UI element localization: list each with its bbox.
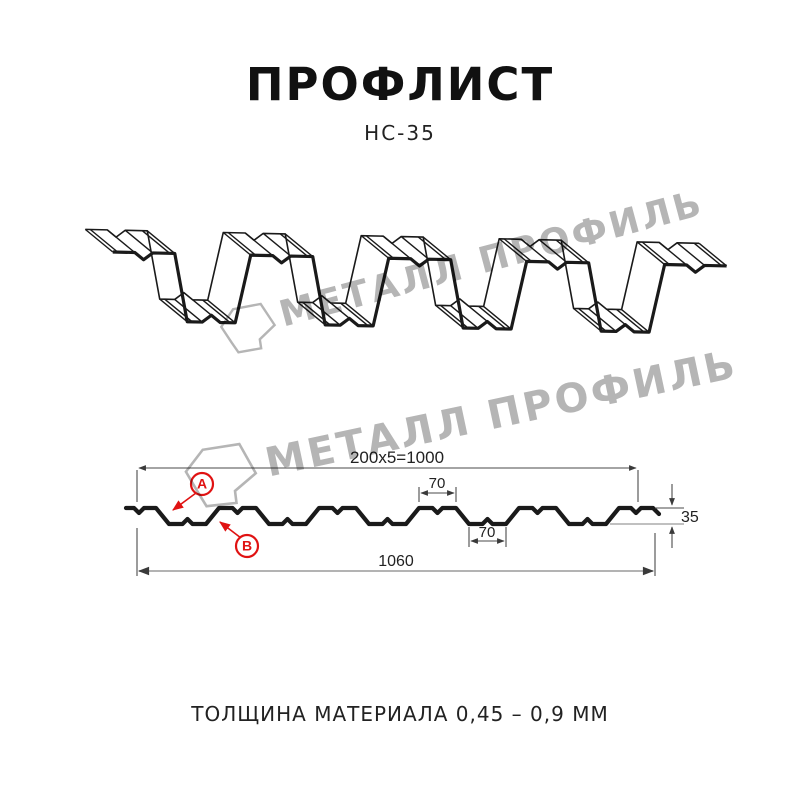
dim-height bbox=[610, 484, 684, 548]
sheet-length-edge bbox=[159, 298, 188, 323]
sheet-length-edge bbox=[435, 304, 464, 329]
sheet-length-edge bbox=[478, 305, 507, 330]
dim-valley-bottom bbox=[468, 527, 507, 547]
dim-total-width-label: 1060 bbox=[378, 553, 414, 570]
dim-crest-top bbox=[418, 487, 457, 502]
brand-logo-icon bbox=[219, 302, 277, 354]
marker-b: B bbox=[219, 521, 260, 559]
page-title: ПРОФЛИСТ bbox=[245, 58, 555, 111]
sheet-length-edges bbox=[84, 228, 728, 333]
sheet-length-edge bbox=[279, 233, 309, 257]
sheet-length-edge bbox=[297, 301, 326, 326]
sheet-length-edge bbox=[174, 298, 203, 323]
sheet-length-edge bbox=[417, 236, 447, 261]
sheet-length-edge bbox=[621, 309, 650, 333]
sheet-length-edge bbox=[573, 307, 602, 332]
marker-a: A bbox=[172, 471, 215, 511]
marker-a-label: A bbox=[197, 476, 207, 492]
sheet-length-edge bbox=[227, 232, 257, 256]
dim-crest-top-label: 70 bbox=[429, 475, 446, 492]
sheet-length-edge bbox=[141, 230, 171, 254]
watermark-section: МЕТАЛЛ ПРОФИЛЬ bbox=[184, 341, 742, 508]
sheet-length-edge bbox=[345, 302, 374, 327]
sheet-length-edge bbox=[555, 239, 585, 264]
sheet-length-edge bbox=[503, 238, 533, 263]
dim-height-label: 35 bbox=[681, 509, 699, 526]
sheet-length-edge bbox=[84, 228, 114, 253]
sheet-length-edge bbox=[146, 230, 176, 254]
dim-total-width bbox=[136, 528, 656, 576]
sheet-length-edge bbox=[483, 305, 512, 330]
sheet-cut-edge-profile bbox=[112, 250, 727, 334]
sheet-length-edge bbox=[538, 239, 568, 263]
header: ПРОФЛИСТ НС-35 bbox=[0, 58, 800, 145]
sheet-length-edge bbox=[312, 302, 341, 326]
sheet-length-edge bbox=[498, 238, 528, 262]
sheet-length-edge bbox=[693, 242, 723, 267]
sheet-length-edge bbox=[422, 236, 452, 261]
marker-b-label: B bbox=[242, 538, 252, 554]
sheet-length-edge bbox=[222, 231, 252, 256]
sheet-length-edge bbox=[340, 302, 369, 327]
sheet-length-edge bbox=[676, 242, 706, 266]
dim-useful-width bbox=[136, 465, 639, 502]
sheet-length-edge bbox=[284, 233, 314, 258]
sheet-length-edge bbox=[400, 236, 430, 260]
profile-outline bbox=[123, 505, 662, 527]
sheet-length-edge bbox=[641, 241, 671, 266]
sheet-length-edge bbox=[698, 242, 728, 267]
sheet-length-edge bbox=[262, 232, 292, 257]
sheet-length-edge bbox=[616, 308, 645, 333]
sheet-length-edge bbox=[365, 235, 395, 259]
sheet-length-edge bbox=[588, 308, 617, 332]
sheet-length-edge bbox=[207, 299, 236, 324]
sheet-3d-view bbox=[84, 228, 728, 334]
dim-valley-bottom-label: 70 bbox=[479, 524, 496, 541]
sheet-length-edge bbox=[560, 239, 590, 264]
sheet-length-edge bbox=[89, 228, 119, 253]
sheet-length-edge bbox=[450, 305, 479, 329]
sheet-length-edge bbox=[124, 229, 154, 254]
dim-useful-width-label: 200x5=1000 bbox=[350, 448, 444, 467]
brand-logo-icon bbox=[184, 442, 258, 508]
sheet-length-edge bbox=[636, 241, 666, 266]
watermark-text: МЕТАЛЛ ПРОФИЛЬ bbox=[261, 341, 741, 486]
sheet-surface bbox=[85, 229, 727, 333]
profile-model-label: НС-35 bbox=[364, 121, 436, 145]
cross-section-view: 200x5=1000 70 70 35 bbox=[123, 448, 699, 576]
material-thickness-note: ТОЛЩИНА МАТЕРИАЛА 0,45 – 0,9 ММ bbox=[191, 702, 609, 726]
sheet-length-edge bbox=[360, 235, 390, 259]
